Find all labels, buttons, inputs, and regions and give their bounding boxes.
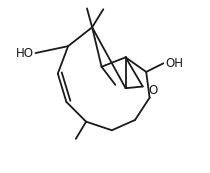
Text: HO: HO [16,47,34,60]
Text: O: O [149,84,158,97]
Text: OH: OH [165,57,183,70]
